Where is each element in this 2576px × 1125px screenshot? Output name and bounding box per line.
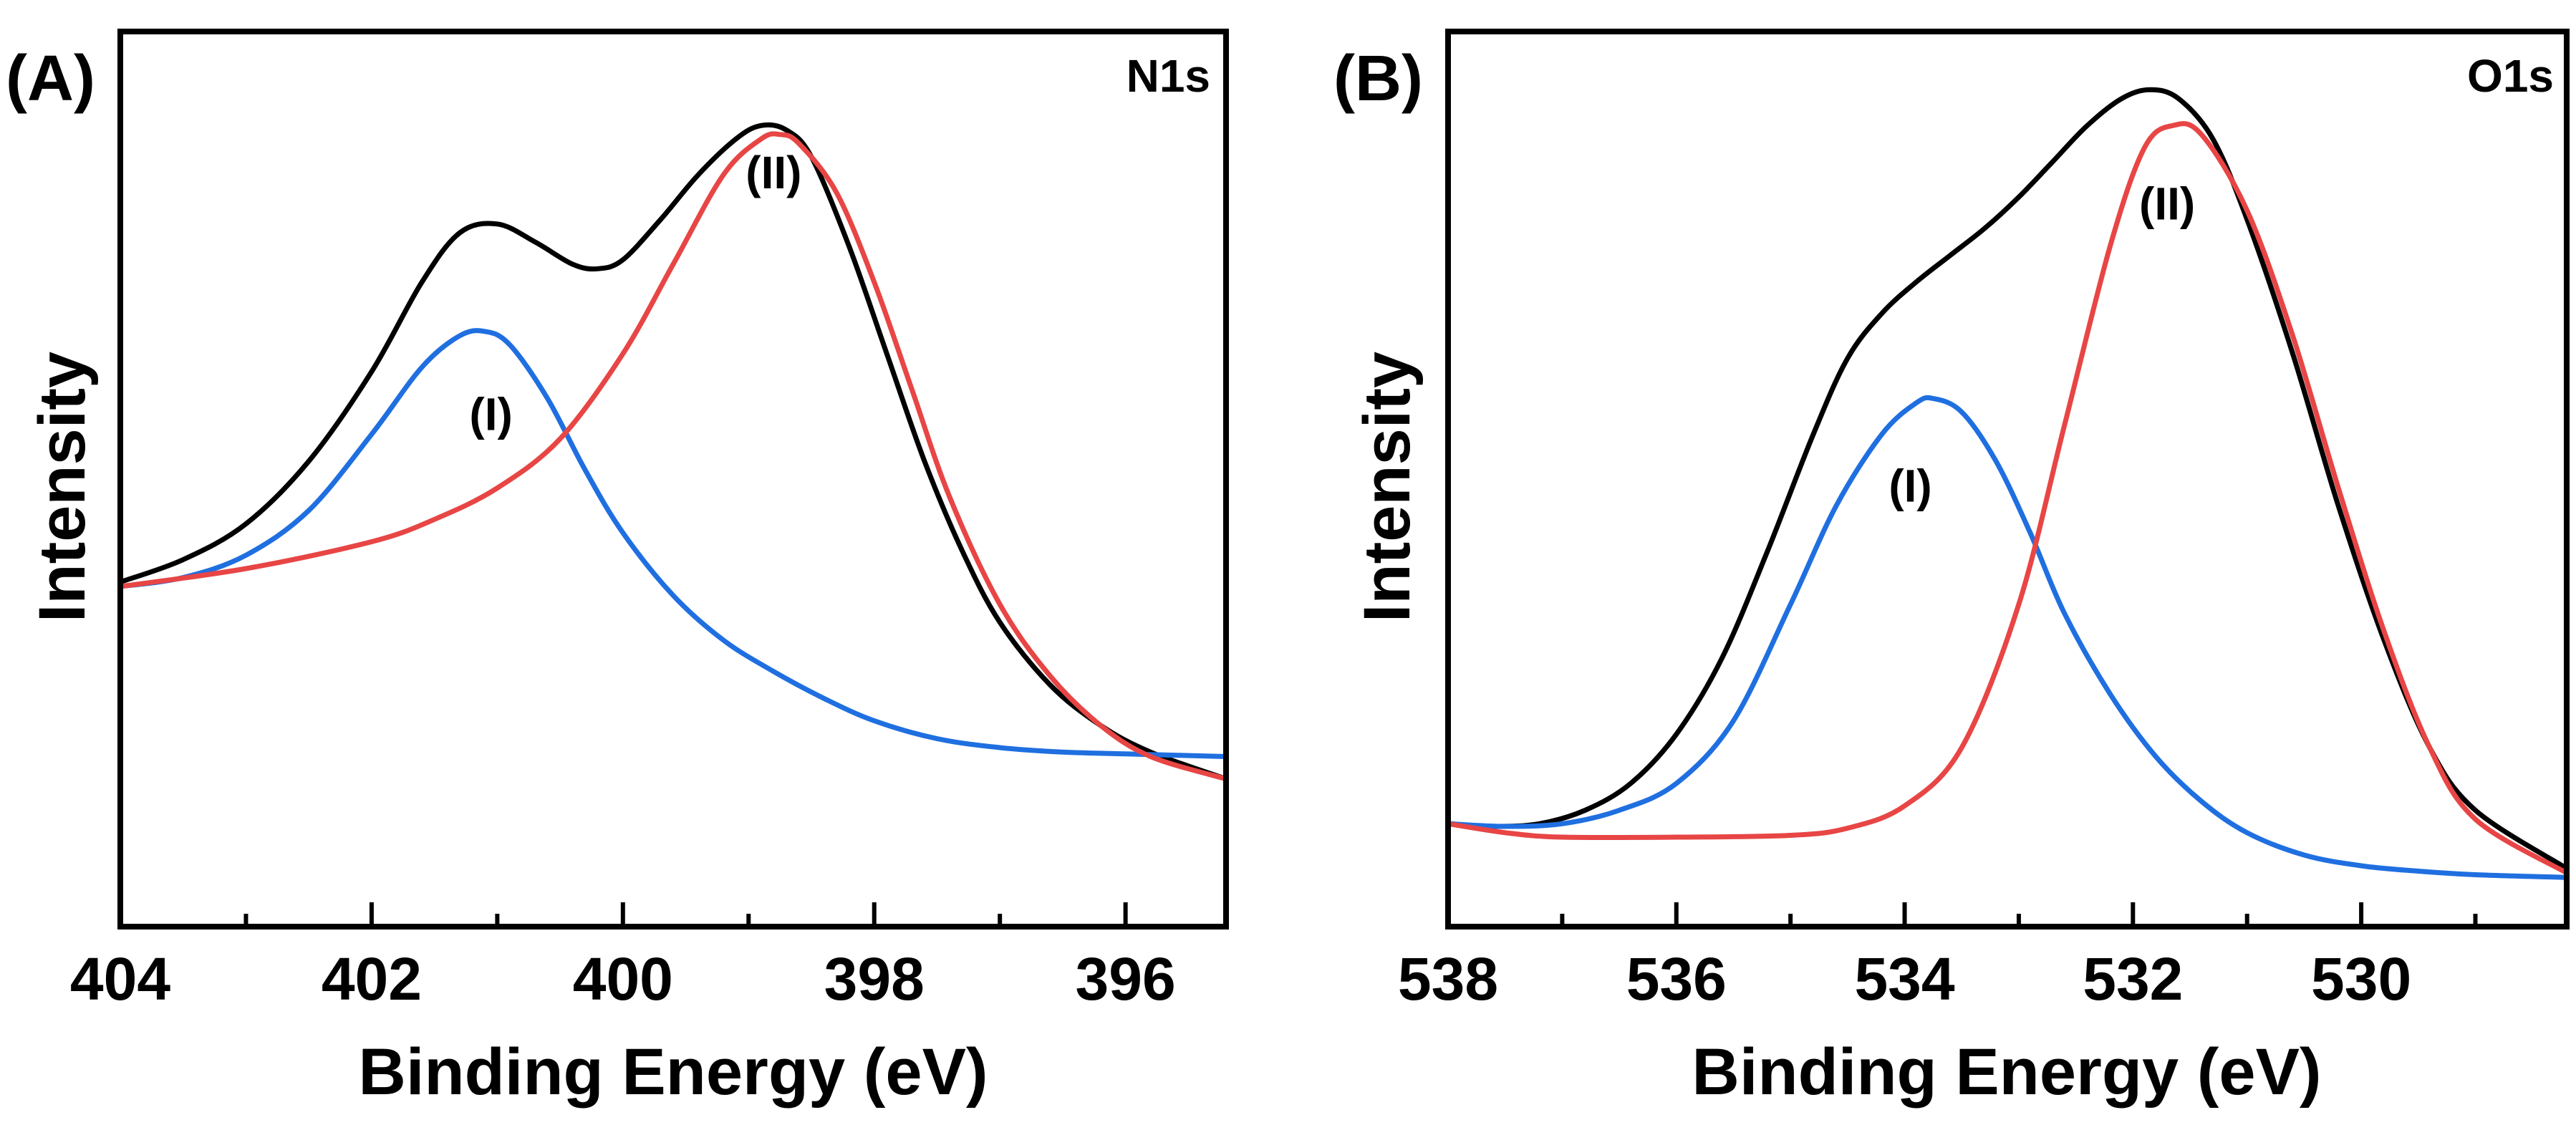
x-tick-label: 532 [2083, 945, 2183, 1013]
x-tick-label: 536 [1626, 945, 1727, 1013]
peak-label: (I) [469, 388, 512, 440]
x-tick-label: 538 [1398, 945, 1498, 1013]
plot-area-o1s: 538 536 534 532 530 (I) (II) [1398, 29, 2570, 1013]
x-tick-label: 400 [573, 945, 673, 1013]
plot-frame-n1s [117, 29, 1229, 930]
x-tick-label: 534 [1854, 945, 1954, 1013]
x-tick-label: 396 [1076, 945, 1176, 1013]
spectrum-curves-n1s [117, 122, 1229, 782]
x-tick-label: 402 [322, 945, 422, 1013]
panel-a-n1s: (A) 404 402 400 398 396 (I) (II) N1s Intensit… [6, 29, 1229, 1109]
y-axis-label-n1s: Intensity [26, 352, 99, 622]
x-tick-label: 530 [2311, 945, 2411, 1013]
envelope-curve-o1s [1445, 87, 2570, 871]
x-axis-label-n1s: Binding Energy (eV) [358, 1035, 988, 1109]
x-tick-label: 404 [70, 945, 170, 1013]
peak-label: (I) [1888, 460, 1931, 511]
peak-label: (II) [746, 147, 801, 198]
x-axis-tick-labels-o1s: 538 536 534 532 530 [1398, 945, 2411, 1013]
peak-ii-curve-n1s [117, 131, 1229, 782]
core-level-label-n1s: N1s [1127, 50, 1210, 102]
x-axis-ticks-o1s [1446, 902, 2478, 927]
plot-frame-o1s [1445, 29, 2570, 930]
peak-i-curve-n1s [117, 328, 1229, 759]
x-axis-tick-labels-n1s: 404 402 400 398 396 [70, 945, 1176, 1013]
x-axis-ticks-n1s [118, 902, 1128, 927]
plot-area-n1s: 404 402 400 398 396 (I) (II) [70, 29, 1229, 1013]
peak-i-curve-o1s [1445, 395, 2570, 880]
x-axis-label-o1s: Binding Energy (eV) [1692, 1035, 2321, 1109]
envelope-curve-n1s [117, 122, 1229, 782]
panel-label-b: (B) [1333, 43, 1423, 115]
peak-label: (II) [2139, 178, 2195, 230]
peak-labels-n1s: (I) (II) [469, 147, 801, 440]
y-axis-label-o1s: Intensity [1351, 352, 1424, 622]
panel-label-a: (A) [6, 43, 95, 115]
spectrum-curves-o1s [1445, 87, 2570, 880]
x-tick-label: 398 [824, 945, 925, 1013]
peak-ii-curve-o1s [1445, 121, 2570, 876]
peak-labels-o1s: (I) (II) [1888, 178, 2195, 512]
panel-b-o1s: (B) 538 536 534 532 530 (I) (II) O1s Intensit… [1333, 29, 2570, 1109]
core-level-label-o1s: O1s [2467, 50, 2554, 102]
